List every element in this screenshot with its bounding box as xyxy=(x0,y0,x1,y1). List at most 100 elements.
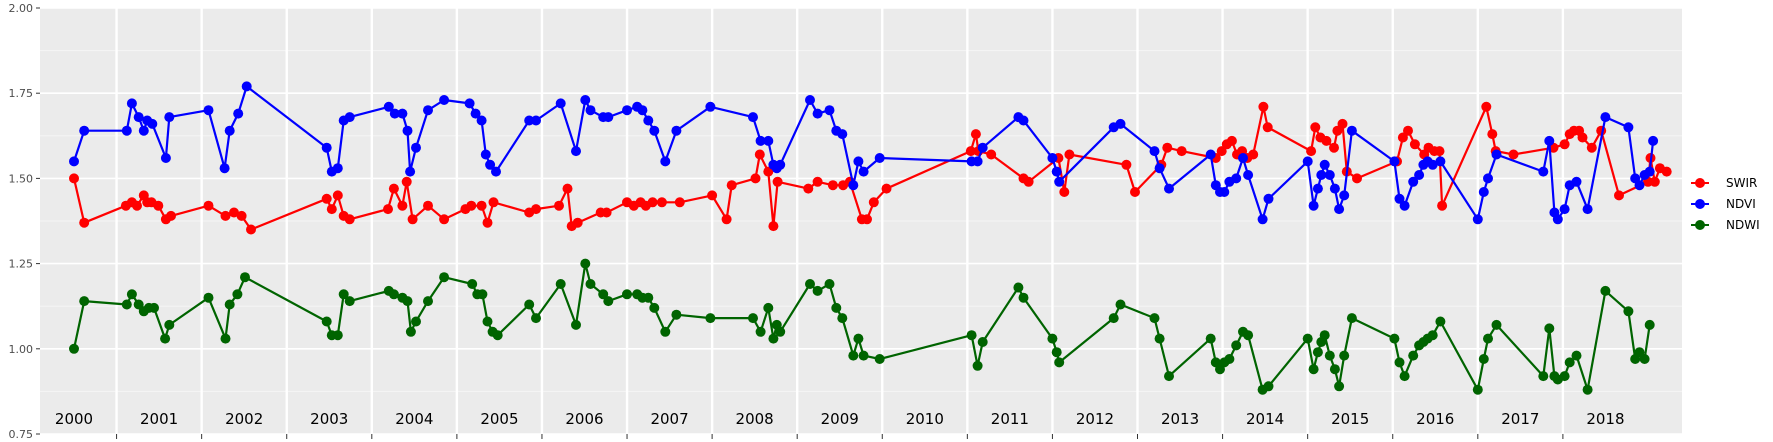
data-point-swir xyxy=(344,214,355,225)
data-point-ndwi xyxy=(1051,347,1062,358)
data-point-ndwi xyxy=(1427,330,1438,341)
data-point-swir xyxy=(531,204,541,215)
data-point-ndwi xyxy=(121,299,132,310)
data-point-ndvi xyxy=(1308,200,1319,211)
legend-key-point xyxy=(1695,220,1705,230)
data-point-ndwi xyxy=(1108,313,1119,324)
data-point-ndvi xyxy=(1115,118,1126,129)
data-point-ndvi xyxy=(383,101,394,112)
data-point-ndwi xyxy=(768,333,779,344)
data-point-swir xyxy=(707,190,718,201)
data-point-swir xyxy=(1337,118,1348,129)
year-label: 2008 xyxy=(736,410,774,428)
data-point-ndwi xyxy=(1538,371,1549,382)
data-point-ndwi xyxy=(492,330,503,341)
data-point-ndwi xyxy=(1054,357,1065,368)
data-point-ndwi xyxy=(203,292,214,303)
data-point-ndwi xyxy=(622,289,632,300)
data-point-swir xyxy=(1649,176,1660,187)
data-point-ndwi xyxy=(1205,333,1216,344)
data-point-ndvi xyxy=(812,108,823,119)
data-point-ndwi xyxy=(402,296,413,307)
data-point-swir xyxy=(1064,149,1075,160)
data-point-swir xyxy=(1121,159,1132,170)
data-point-swir xyxy=(768,221,779,232)
data-point-ndwi xyxy=(423,296,433,307)
data-point-ndwi xyxy=(1478,354,1489,364)
data-point-swir xyxy=(1614,190,1624,201)
data-point-ndvi xyxy=(1408,176,1419,187)
data-point-ndwi xyxy=(1047,333,1058,344)
data-point-ndvi xyxy=(1414,170,1425,180)
data-point-ndvi xyxy=(848,180,859,191)
legend-key-point xyxy=(1695,178,1705,188)
data-point-ndvi xyxy=(1219,187,1230,197)
data-point-swir xyxy=(488,197,499,208)
data-point-ndwi xyxy=(1399,371,1410,382)
data-point-swir xyxy=(220,210,231,221)
data-point-ndvi xyxy=(464,98,475,109)
data-point-swir xyxy=(1248,149,1259,160)
data-point-ndvi xyxy=(1149,146,1160,157)
data-point-ndvi xyxy=(1571,176,1582,187)
data-point-ndvi xyxy=(147,118,158,129)
data-point-ndwi xyxy=(1472,384,1483,395)
data-point-swir xyxy=(763,166,774,177)
data-point-ndvi xyxy=(1435,156,1446,167)
data-point-ndwi xyxy=(220,333,231,344)
data-point-swir xyxy=(1481,101,1492,112)
year-label: 2009 xyxy=(821,410,859,428)
data-point-ndwi xyxy=(1149,313,1160,324)
data-point-ndwi xyxy=(755,326,766,337)
data-point-swir xyxy=(1023,176,1034,187)
data-point-ndvi xyxy=(69,156,79,167)
data-point-ndvi xyxy=(531,115,541,126)
data-point-ndvi xyxy=(1238,153,1248,163)
data-point-swir xyxy=(1262,122,1273,133)
year-label: 2000 xyxy=(55,410,93,428)
data-point-ndvi xyxy=(423,105,433,116)
data-point-ndwi xyxy=(1491,319,1502,330)
year-label: 2012 xyxy=(1076,410,1114,428)
data-point-ndwi xyxy=(853,333,864,344)
series-ndwi xyxy=(69,258,1655,395)
data-point-ndvi xyxy=(1648,135,1659,146)
data-point-ndvi xyxy=(1205,149,1216,160)
data-point-ndvi xyxy=(241,81,252,92)
legend-item-swir: SWIR xyxy=(1691,176,1757,190)
data-point-ndwi xyxy=(332,330,343,341)
data-point-ndwi xyxy=(555,279,566,289)
data-point-ndvi xyxy=(874,153,885,163)
data-point-ndwi xyxy=(1564,357,1575,368)
data-point-ndvi xyxy=(580,95,591,105)
data-point-ndvi xyxy=(344,112,355,123)
data-point-swir xyxy=(1437,200,1448,211)
data-point-swir xyxy=(332,190,343,201)
data-point-swir xyxy=(1508,149,1519,160)
data-point-ndvi xyxy=(1054,176,1065,187)
y-tick-label: 1.00 xyxy=(9,343,34,356)
data-point-ndwi xyxy=(1339,350,1350,361)
data-point-ndvi xyxy=(397,108,408,119)
data-point-ndvi xyxy=(160,153,171,163)
data-point-ndwi xyxy=(972,360,983,371)
data-point-ndwi xyxy=(598,289,609,300)
data-point-swir xyxy=(388,183,399,194)
data-point-ndwi xyxy=(831,302,842,313)
data-point-swir xyxy=(476,200,487,211)
data-point-ndvi xyxy=(571,146,581,157)
data-point-ndvi xyxy=(1312,183,1323,194)
data-point-swir xyxy=(466,200,477,211)
data-point-ndvi xyxy=(1399,200,1410,211)
data-point-ndvi xyxy=(1154,163,1165,174)
data-point-ndvi xyxy=(1483,173,1493,184)
data-point-ndwi xyxy=(126,289,137,300)
data-point-swir xyxy=(881,183,892,194)
data-point-ndvi xyxy=(748,112,758,123)
data-point-swir xyxy=(554,200,564,211)
data-point-ndwi xyxy=(1334,381,1345,392)
data-point-ndwi xyxy=(643,292,654,303)
data-point-ndwi xyxy=(482,316,493,327)
data-point-ndvi xyxy=(1552,214,1563,225)
